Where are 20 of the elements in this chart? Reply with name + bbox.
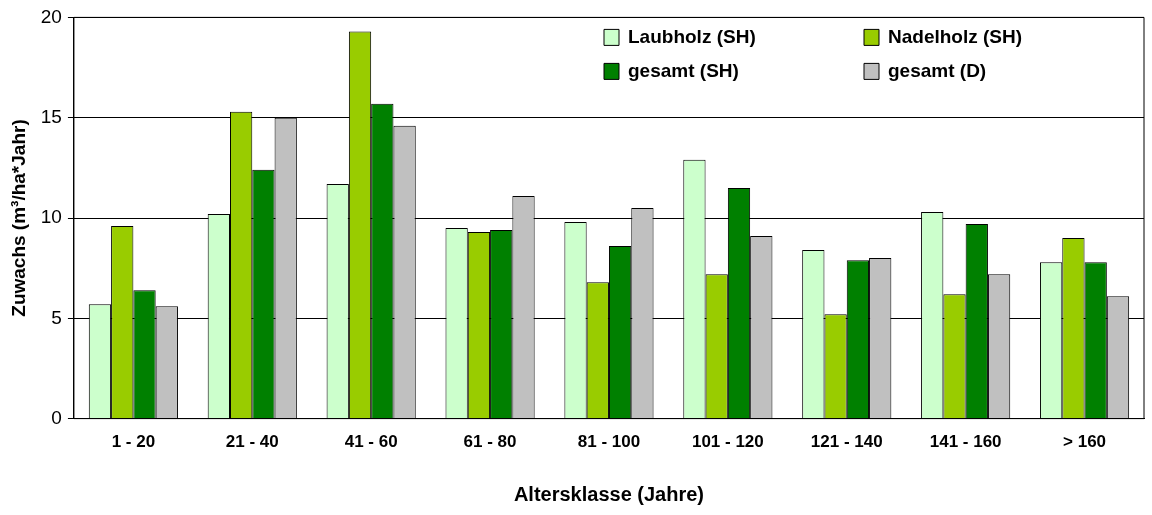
y-tick-label: 20 [40,5,62,27]
x-tick-label: 41 - 60 [344,432,398,452]
x-tick-label: 61 - 80 [463,432,517,452]
x-tick-label: 1 - 20 [111,432,156,452]
y-axis-title: Zuwachs (m³/ha*Jahr) [7,119,29,317]
x-tick-label: 21 - 40 [225,432,279,452]
x-tick-label: > 160 [1063,432,1107,452]
x-tick-label: 81 - 100 [577,432,641,452]
legend-label: Nadelholz (SH) [888,25,1023,47]
x-axis-title: Altersklasse (Jahre) [513,482,705,505]
x-tick-label: 101 - 120 [691,432,764,452]
y-tick-label: 10 [40,206,62,228]
x-tick-label: 141 - 160 [929,432,1002,452]
x-tick-label: 121 - 140 [810,432,883,452]
legend-label: gesamt (D) [888,59,987,81]
y-tick-label: 15 [40,105,62,127]
legend-label: Laubholz (SH) [628,25,756,47]
y-tick-label: 5 [51,306,62,328]
legend-label: gesamt (SH) [628,59,739,81]
y-tick-label: 0 [51,406,62,428]
